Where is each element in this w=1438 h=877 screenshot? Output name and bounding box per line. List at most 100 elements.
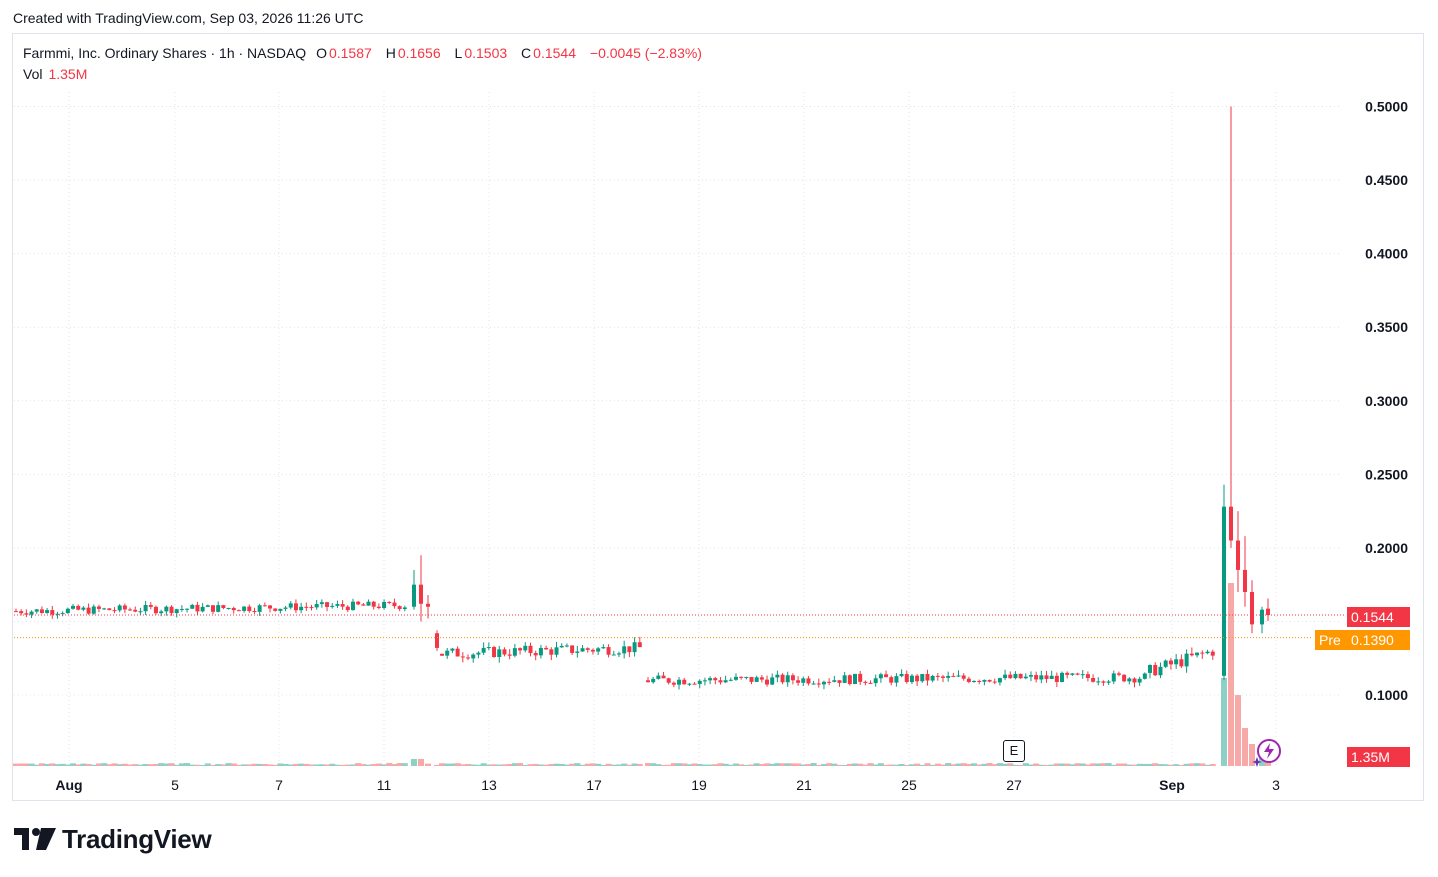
time-tick-label: 5 xyxy=(171,777,179,793)
candle xyxy=(1096,677,1101,686)
volume-bar xyxy=(862,764,869,766)
candle xyxy=(1018,673,1023,679)
volume-bar xyxy=(898,763,905,766)
candle-body xyxy=(832,680,837,682)
chart-frame xyxy=(12,33,1424,801)
volume-bar xyxy=(1162,764,1169,766)
volume-bar xyxy=(355,763,362,766)
candle-body xyxy=(992,681,997,683)
candle-body xyxy=(1080,674,1085,676)
candle xyxy=(1179,654,1184,669)
volume-bar xyxy=(584,763,591,766)
volume-bar xyxy=(815,764,822,766)
candle-body xyxy=(185,608,190,610)
candle xyxy=(309,604,314,611)
volume-bar xyxy=(1095,763,1102,766)
candle-body xyxy=(575,651,580,653)
candle xyxy=(60,611,65,617)
candle-body xyxy=(91,606,96,614)
volume-bar xyxy=(810,763,817,766)
candle-body xyxy=(759,677,764,680)
candle xyxy=(71,603,76,610)
candle xyxy=(1205,649,1210,655)
candle-body xyxy=(200,606,205,612)
candle xyxy=(570,645,575,655)
candle-body xyxy=(216,605,221,612)
candle xyxy=(1168,657,1173,670)
candle xyxy=(811,680,816,685)
candle xyxy=(39,606,44,614)
volume-bar xyxy=(163,763,170,766)
volume-bar xyxy=(210,764,216,766)
candle-body xyxy=(481,647,486,653)
candle xyxy=(770,673,775,685)
candle xyxy=(29,610,34,619)
volume-bar xyxy=(1069,764,1076,766)
volume-bar xyxy=(298,763,305,766)
candle xyxy=(340,600,345,610)
candle xyxy=(564,643,569,648)
volume-bar xyxy=(1053,763,1060,766)
candle-body xyxy=(889,677,894,683)
volume-bar xyxy=(527,764,534,766)
candle xyxy=(920,674,925,683)
candle xyxy=(34,609,39,614)
volume-bar xyxy=(574,763,581,766)
ai-assist-icon[interactable] xyxy=(1252,736,1286,770)
candle-body xyxy=(1236,540,1240,570)
candle-body xyxy=(440,653,444,656)
candle xyxy=(455,646,460,657)
candle xyxy=(252,607,257,614)
candle xyxy=(330,602,335,609)
candle-body xyxy=(899,673,904,677)
volume-bar xyxy=(976,764,983,766)
candle-body xyxy=(1127,678,1132,682)
candle xyxy=(231,606,236,614)
candle-body xyxy=(590,649,595,652)
volume-bar xyxy=(605,763,612,766)
candle xyxy=(544,645,549,650)
candle xyxy=(915,674,920,687)
candle xyxy=(1250,580,1254,634)
volume-bar xyxy=(470,764,477,766)
candle xyxy=(133,606,138,613)
candle xyxy=(982,679,987,686)
volume-bar xyxy=(877,763,884,766)
candle-body xyxy=(164,606,169,612)
candle-body xyxy=(796,680,801,683)
candle xyxy=(102,607,107,610)
candle xyxy=(878,672,883,683)
earnings-marker[interactable]: E xyxy=(1003,740,1025,762)
candle xyxy=(1260,606,1264,634)
volume-bar xyxy=(116,764,123,766)
candle-body xyxy=(702,680,707,682)
candle xyxy=(1085,671,1090,682)
candle-body xyxy=(842,675,847,683)
candle xyxy=(580,645,585,652)
volume-bar xyxy=(1033,763,1040,766)
volume-bar xyxy=(569,763,576,766)
symbol-title[interactable]: Farmmi, Inc. Ordinary Shares · 1h · NASD… xyxy=(23,45,307,61)
volume-bar xyxy=(241,764,248,766)
candle xyxy=(179,605,184,612)
candle-body xyxy=(143,604,148,612)
candle xyxy=(827,678,832,686)
candle-body xyxy=(1044,675,1049,679)
candle-body xyxy=(1028,675,1033,677)
candle xyxy=(382,599,387,610)
candle xyxy=(780,673,785,685)
candle xyxy=(538,644,543,659)
volume-bar xyxy=(939,764,946,766)
volume-bar xyxy=(1090,763,1097,766)
candle xyxy=(1003,669,1008,681)
tradingview-logo[interactable]: TradingView xyxy=(14,823,212,855)
candle xyxy=(816,678,821,688)
candle-body xyxy=(1091,677,1096,682)
candle-body xyxy=(677,679,682,685)
volume-bar xyxy=(496,764,503,766)
volume-bar xyxy=(1100,763,1107,766)
time-tick-label: 19 xyxy=(691,777,707,793)
candle xyxy=(518,647,523,655)
candle-body xyxy=(946,675,951,678)
